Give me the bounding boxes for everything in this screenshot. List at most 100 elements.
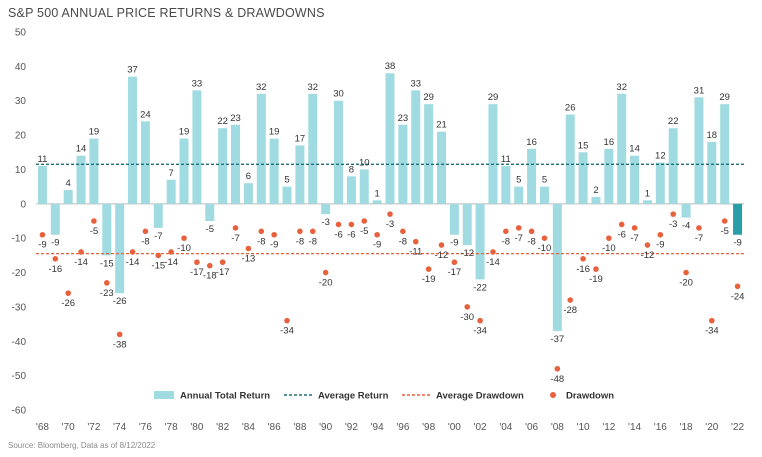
x-tick-label: '74	[113, 422, 126, 433]
drawdown-label-1997: -11	[409, 247, 422, 258]
bar-1990	[321, 203, 331, 215]
bar-label-1972: 19	[89, 127, 100, 138]
bar-label-1983: 23	[230, 113, 241, 124]
drawdown-point-1998	[425, 266, 432, 272]
drawdown-label-2016: -9	[656, 240, 664, 251]
drawdown-point-2017	[670, 211, 676, 217]
bar-label-1988: 17	[295, 133, 306, 144]
bar-2018	[681, 203, 691, 218]
drawdown-label-1991: -6	[334, 229, 342, 240]
bar-label-2021: 29	[719, 92, 730, 103]
drawdown-label-1983: -7	[231, 233, 239, 244]
x-tick-label: '18	[680, 422, 693, 433]
bar-label-2012: 16	[604, 137, 615, 148]
bar-label-2005: 5	[516, 175, 521, 186]
bar-label-2019: 31	[694, 85, 705, 96]
drawdown-label-1993: -5	[360, 226, 368, 237]
drawdown-point-2014	[631, 225, 638, 231]
x-tick-label: '84	[242, 422, 255, 433]
y-tick-label: -20	[12, 268, 27, 279]
drawdown-label-2001: -30	[460, 312, 474, 323]
bar-label-1970: 4	[66, 178, 71, 189]
bar-2002	[475, 203, 485, 280]
drawdown-label-2006: -8	[527, 236, 535, 247]
bar-label-2000: -9	[450, 238, 458, 249]
drawdown-label-2022: -24	[731, 291, 745, 302]
drawdown-label-1995: -3	[386, 219, 394, 230]
bar-1976	[140, 121, 150, 204]
bar-2010	[578, 152, 588, 204]
drawdown-label-2018: -20	[679, 278, 693, 289]
bar-2020	[707, 141, 717, 204]
bar-1980	[192, 90, 202, 204]
drawdown-point-1988	[297, 228, 303, 235]
drawdown-label-1974: -38	[113, 339, 127, 350]
y-tick-label: -50	[12, 371, 27, 382]
drawdown-label-1973: -23	[100, 288, 114, 299]
drawdown-point-2003	[490, 249, 496, 255]
drawdown-label-1972: -5	[90, 226, 98, 237]
drawdown-label-2002: -34	[473, 326, 487, 337]
drawdown-label-1984: -13	[242, 253, 256, 264]
bar-2006	[527, 148, 537, 204]
drawdown-point-2019	[696, 225, 702, 231]
x-tick-label: '02	[474, 422, 487, 433]
drawdown-point-1978	[168, 249, 174, 255]
drawdown-point-1993	[361, 218, 368, 224]
drawdown-point-1997	[412, 238, 419, 245]
bar-2022	[733, 203, 743, 235]
drawdown-label-1999: -12	[435, 250, 449, 261]
drawdown-label-1994: -9	[373, 240, 381, 251]
bar-1979	[179, 138, 189, 204]
drawdown-point-1975	[129, 249, 136, 255]
bar-label-1991: 30	[333, 89, 344, 100]
x-tick-label: '92	[345, 422, 358, 433]
bar-label-1974: -26	[113, 296, 127, 307]
bar-label-1993: 10	[359, 157, 370, 168]
bar-label-2003: 29	[488, 92, 499, 103]
bar-1984	[243, 183, 253, 204]
bar-1988	[295, 145, 305, 204]
x-tick-label: '16	[654, 422, 667, 433]
bar-label-1977: -7	[154, 231, 162, 242]
drawdown-point-2018	[683, 269, 689, 276]
bar-1999	[436, 131, 446, 204]
drawdown-label-1987: -34	[280, 326, 294, 337]
bar-label-2016: 12	[655, 151, 666, 162]
bar-2015	[642, 200, 652, 204]
x-tick-label: '86	[268, 422, 281, 433]
drawdown-label-2012: -10	[602, 243, 616, 254]
drawdown-point-1976	[142, 228, 149, 235]
x-tick-label: '72	[87, 422, 100, 433]
drawdown-label-2019: -7	[695, 233, 703, 244]
drawdown-label-2017: -3	[669, 219, 677, 230]
bar-label-1996: 23	[398, 113, 409, 124]
drawdown-label-1998: -19	[422, 274, 436, 285]
y-tick-label: 10	[15, 165, 27, 176]
legend-label-drawdown: Drawdown	[566, 391, 614, 402]
drawdown-point-1981	[206, 262, 213, 269]
drawdown-label-1979: -10	[177, 243, 191, 254]
x-tick-label: '98	[422, 422, 435, 433]
bar-label-1990: -3	[321, 217, 329, 228]
drawdown-label-1990: -20	[319, 278, 333, 289]
bar-1995	[385, 73, 395, 204]
y-tick-label: 30	[15, 96, 27, 107]
bar-label-2022: -9	[733, 238, 741, 249]
bar-1973	[102, 203, 112, 256]
bar-1994	[372, 200, 382, 204]
drawdown-point-1983	[232, 225, 239, 231]
x-tick-label: '76	[139, 422, 152, 433]
drawdown-label-1985: -8	[257, 236, 265, 247]
x-tick-label: '14	[628, 422, 641, 433]
bar-2019	[694, 97, 704, 204]
drawdown-point-1996	[400, 228, 406, 235]
drawdown-point-2021	[721, 218, 728, 224]
chart-title: S&P 500 ANNUAL PRICE RETURNS & DRAWDOWNS	[8, 6, 325, 20]
bar-2016	[655, 162, 665, 204]
bar-label-2008: -37	[550, 334, 564, 345]
drawdown-label-2003: -14	[486, 257, 500, 268]
drawdown-point-1990	[322, 269, 329, 276]
drawdown-point-2004	[503, 228, 509, 235]
